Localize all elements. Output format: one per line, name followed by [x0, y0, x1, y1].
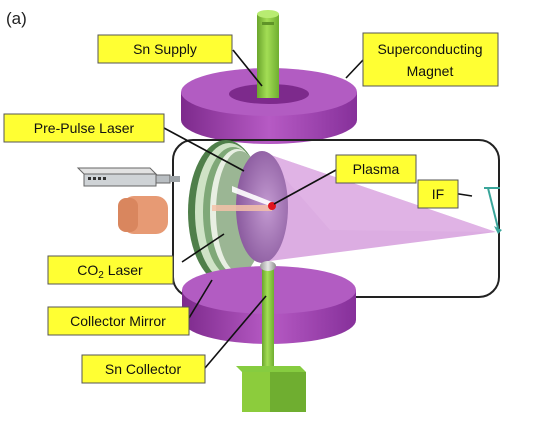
label-sn-collector: Sn Collector [81, 354, 206, 384]
label-collector-mirror: Collector Mirror [47, 306, 190, 336]
collector-mirror [188, 140, 288, 284]
label-sn-supply: Sn Supply [97, 34, 233, 64]
label-pre-pulse-laser-text: Pre-Pulse Laser [34, 120, 135, 136]
label-sn-supply-text: Sn Supply [133, 41, 197, 57]
intermediate-focus [484, 187, 502, 234]
label-plasma-text: Plasma [353, 161, 400, 177]
sn-supply-pipe [257, 10, 279, 98]
panel-label: (a) [6, 9, 27, 28]
pre-pulse-beam [232, 186, 272, 206]
label-superconducting-magnet: Superconducting Magnet [362, 32, 499, 87]
label-co2-laser-text: CO2 Laser [77, 262, 143, 281]
label-superconducting-line1: Superconducting [377, 41, 482, 57]
label-sn-collector-text: Sn Collector [105, 361, 182, 377]
sn-collector [236, 261, 306, 412]
label-superconducting-line2: Magnet [407, 63, 454, 79]
co2-laser-body [118, 196, 168, 234]
label-pre-pulse-laser: Pre-Pulse Laser [3, 113, 165, 143]
label-if-text: IF [432, 186, 444, 202]
label-plasma: Plasma [335, 154, 417, 184]
pre-pulse-laser-device [76, 167, 180, 187]
leader-lines [163, 49, 473, 369]
label-if: IF [417, 179, 459, 209]
label-co2-laser: CO2 Laser [47, 255, 174, 285]
label-collector-mirror-text: Collector Mirror [70, 313, 166, 329]
co2-beam [212, 205, 272, 211]
